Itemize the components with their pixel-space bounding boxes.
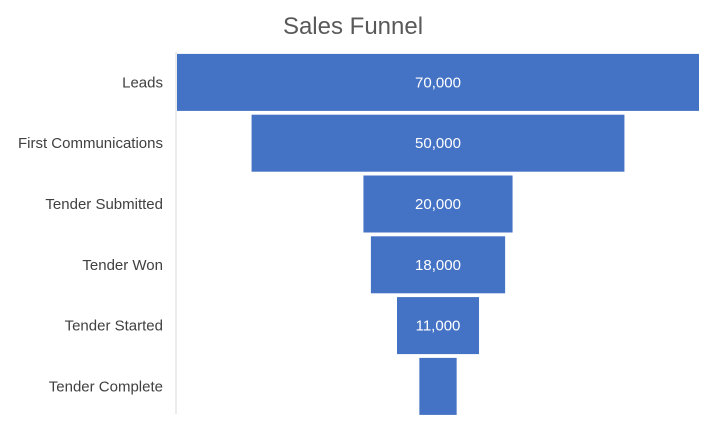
funnel-bar bbox=[251, 114, 625, 172]
value-label: 50,000 bbox=[415, 135, 461, 152]
value-label: 20,000 bbox=[415, 196, 461, 213]
category-label: Tender Won bbox=[82, 257, 163, 274]
value-labels-layer: 70,000 50,000 20,000 18,000 11,000 bbox=[415, 74, 461, 334]
chart-title: Sales Funnel bbox=[283, 13, 423, 40]
category-label: First Communications bbox=[18, 135, 163, 152]
category-label: Tender Submitted bbox=[45, 196, 163, 213]
category-label: Tender Started bbox=[65, 318, 163, 335]
value-label: 18,000 bbox=[415, 257, 461, 274]
value-label: 70,000 bbox=[415, 74, 461, 91]
bars-layer bbox=[177, 53, 699, 415]
value-label: 11,000 bbox=[416, 318, 461, 335]
funnel-bar bbox=[370, 236, 506, 294]
funnel-bar bbox=[396, 297, 480, 355]
category-label: Tender Complete bbox=[49, 378, 163, 395]
funnel-bar bbox=[363, 175, 513, 233]
funnel-bar bbox=[177, 53, 699, 111]
category-labels-layer: Leads First Communications Tender Submitte… bbox=[18, 74, 163, 395]
funnel-bar bbox=[419, 357, 457, 415]
category-label: Leads bbox=[122, 74, 163, 91]
